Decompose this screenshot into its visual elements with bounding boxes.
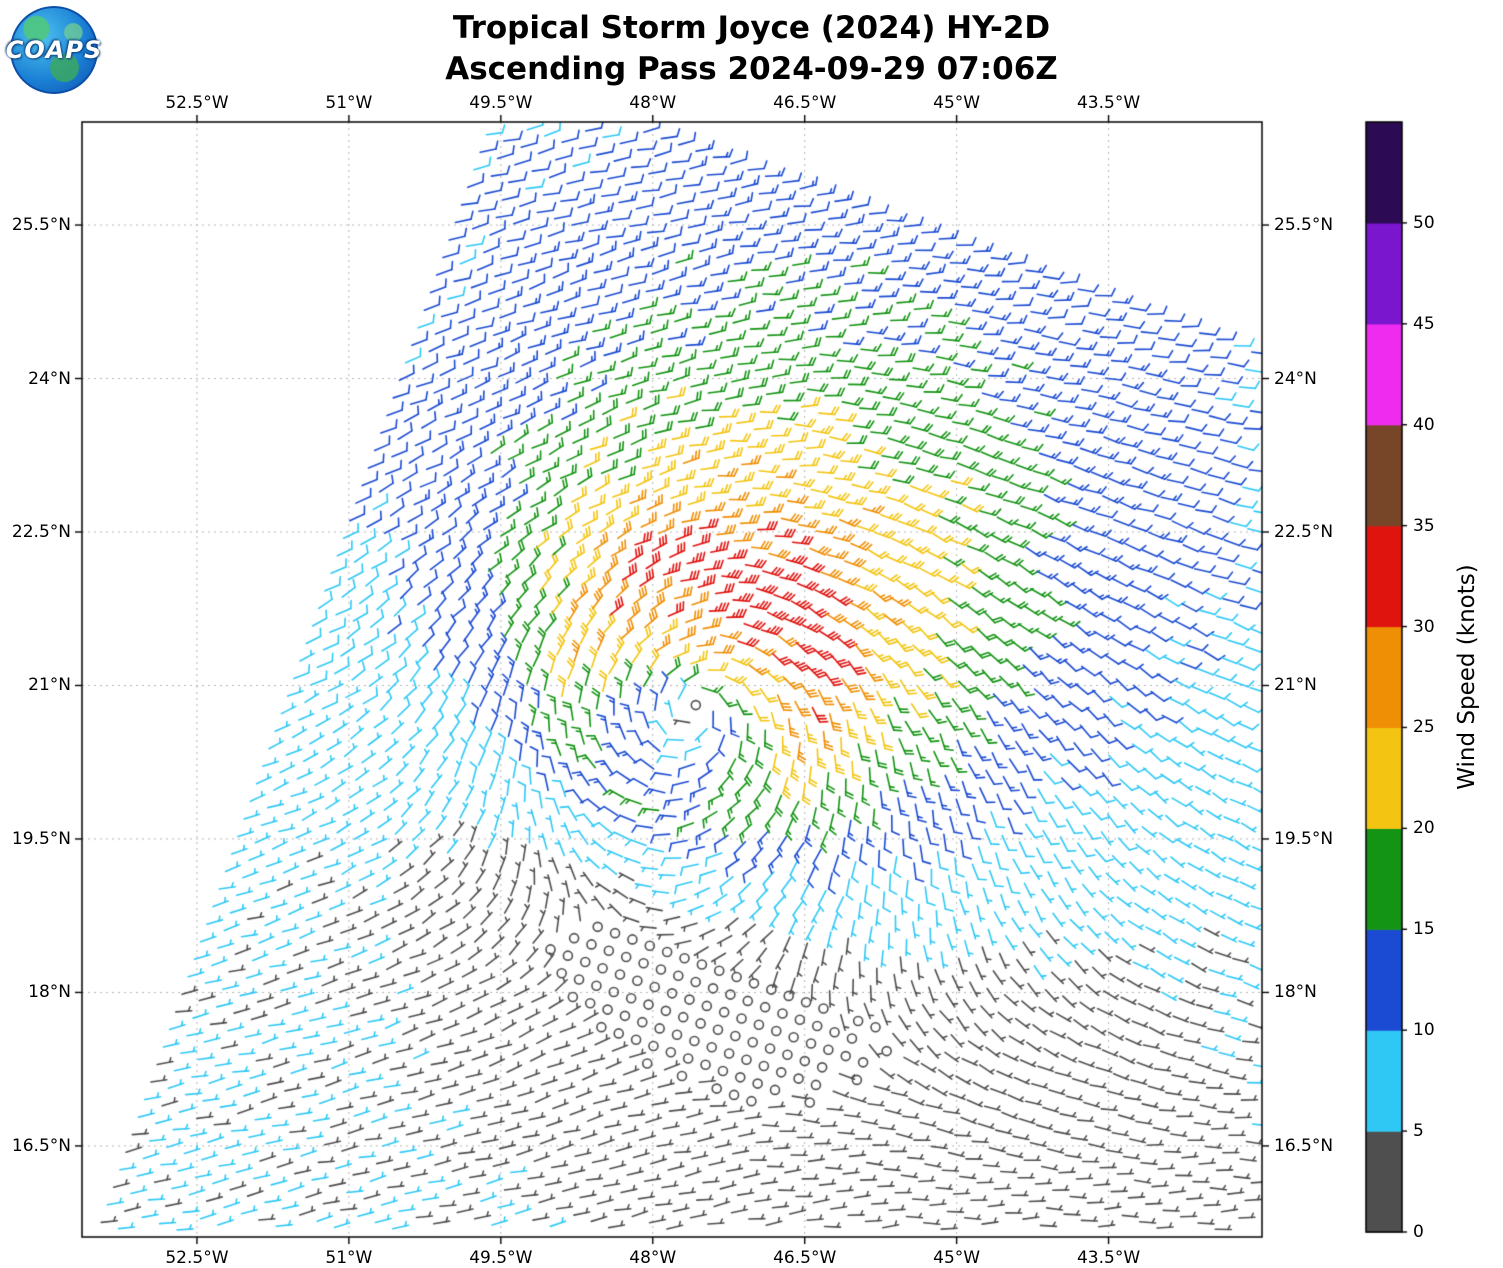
chart-header: Tropical Storm Joyce (2024) HY-2D Ascend… [0,0,1503,90]
chart-title: Tropical Storm Joyce (2024) HY-2D [452,10,1051,46]
coaps-logo: COAPS [6,6,101,94]
colorbar-title: Wind Speed (knots) [1454,564,1480,790]
coaps-logo-text: COAPS [5,36,103,64]
chart-subtitle: Ascending Pass 2024-09-29 07:06Z [445,50,1058,87]
